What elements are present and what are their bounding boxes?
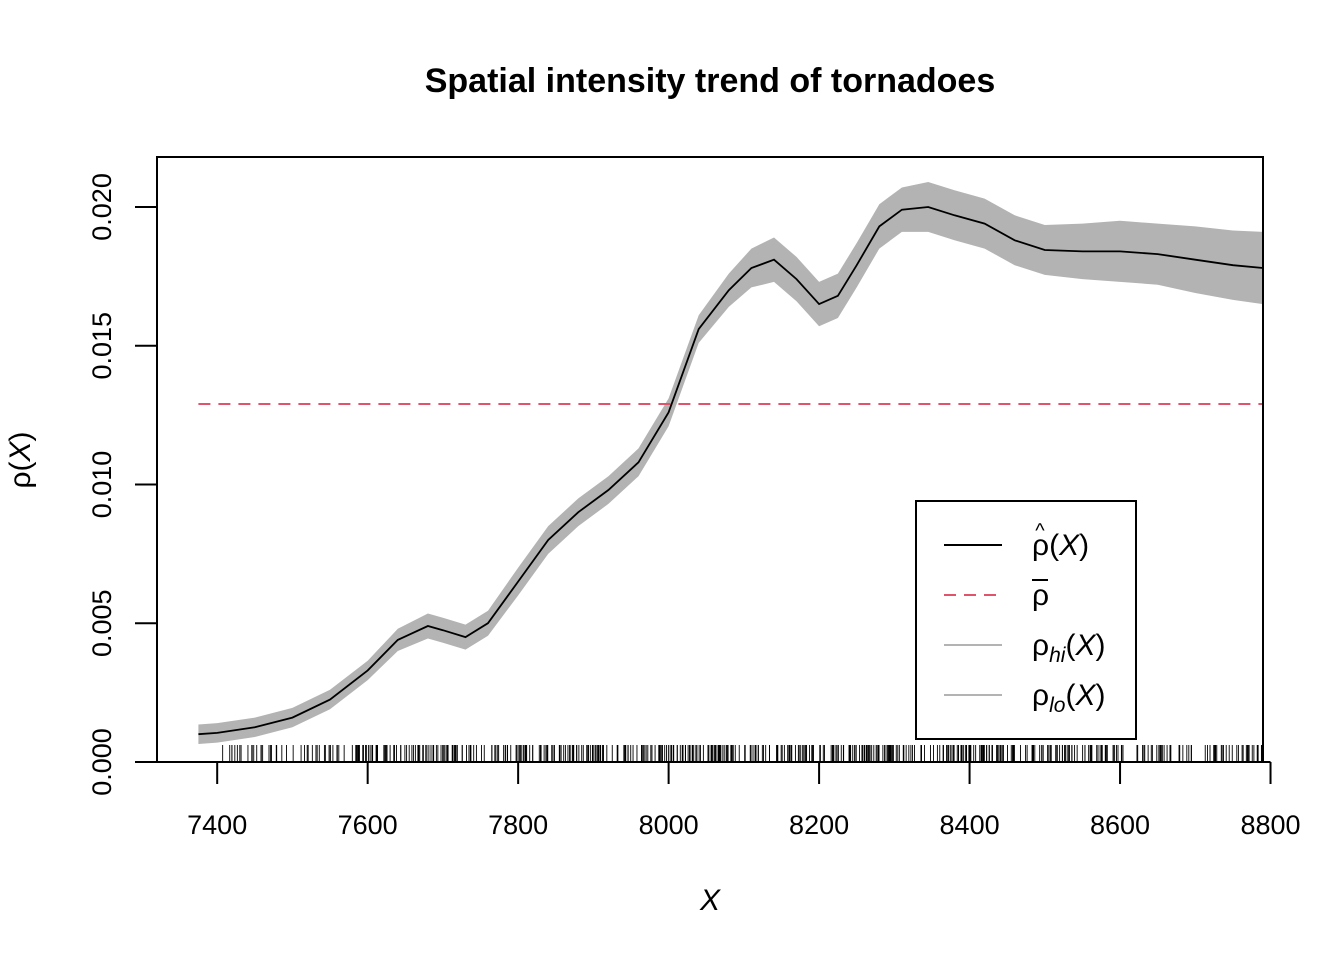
plot-area (198, 182, 1264, 762)
x-tick-label: 8800 (1240, 810, 1300, 840)
x-tick-label: 8400 (940, 810, 1000, 840)
y-tick-label: 0.010 (87, 451, 117, 519)
svg-text:ρ(X): ρ(X) (4, 431, 37, 488)
x-tick-label: 8000 (639, 810, 699, 840)
x-tick-label: 7800 (488, 810, 548, 840)
legend-box (915, 500, 1137, 740)
legend: ρ(X)^ ρ ρhi(X) ρlo(X) (915, 500, 1137, 740)
y-tick-label: 0.000 (87, 728, 117, 796)
x-axis: 7400 7600 7800 8000 8200 8400 8600 8800 (187, 761, 1301, 840)
x-tick-label: 8600 (1090, 810, 1150, 840)
x-axis-label: X (699, 884, 721, 917)
svg-text:^: ^ (1035, 520, 1045, 542)
rug-marks (222, 745, 1264, 762)
legend-label-rho_bar: ρ (1032, 579, 1049, 612)
y-tick-label: 0.015 (87, 312, 117, 380)
y-tick-label: 0.005 (87, 589, 117, 657)
y-tick-label: 0.020 (87, 173, 117, 241)
x-tick-label: 7600 (338, 810, 398, 840)
y-axis-label: ρ(X) (4, 431, 37, 488)
x-tick-label: 7400 (187, 810, 247, 840)
chart-title: Spatial intensity trend of tornadoes (425, 62, 996, 100)
svg-text:ρhi(X): ρhi(X) (1032, 629, 1105, 667)
svg-text:ρ: ρ (1032, 579, 1049, 612)
legend-label-rho_lo: ρlo(X) (1032, 679, 1105, 717)
legend-label-rho_hat: ρ(X)^ (1032, 520, 1089, 562)
svg-text:ρ(X): ρ(X) (1032, 529, 1089, 562)
rho-hat-line (198, 206, 1264, 736)
confidence-band (198, 182, 1263, 744)
y-axis: 0.000 0.005 0.010 0.015 0.020 (87, 173, 158, 796)
x-tick-label: 8200 (789, 810, 849, 840)
legend-label-rho_hi: ρhi(X) (1032, 629, 1105, 667)
svg-text:ρlo(X): ρlo(X) (1032, 679, 1105, 717)
